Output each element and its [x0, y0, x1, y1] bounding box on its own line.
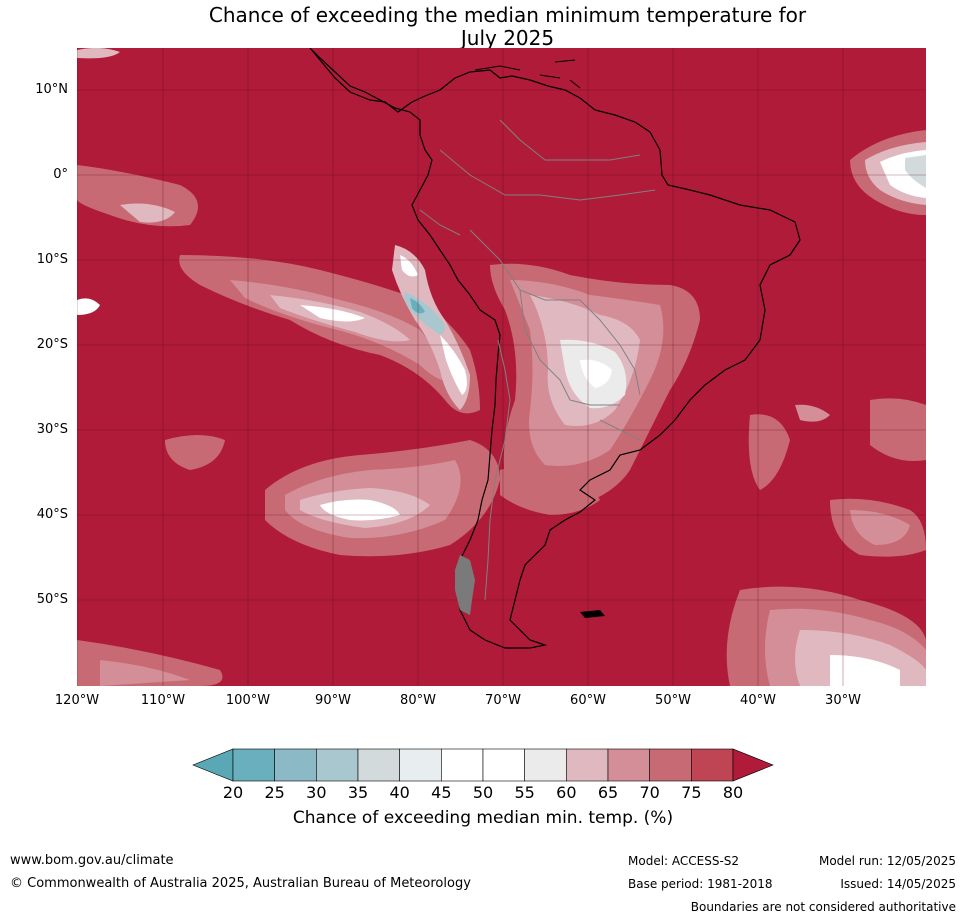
lon-label-80w: 80°W	[400, 693, 436, 708]
colorbar-cell	[316, 748, 359, 782]
map-background	[77, 48, 926, 686]
colorbar-tick-label: 20	[222, 783, 244, 802]
lat-label-10n: 10°N	[35, 82, 68, 97]
colorbar-cell	[691, 748, 734, 782]
footer-copyright: © Commonwealth of Australia 2025, Austra…	[10, 876, 471, 891]
colorbar-cell	[524, 748, 567, 782]
colorbar-cell	[649, 748, 692, 782]
title-line-2: July 2025	[460, 26, 555, 50]
colorbar-tick-label: 30	[306, 783, 327, 802]
contour-zones	[77, 48, 926, 686]
colorbar-tick-label: 55	[514, 783, 535, 802]
title-line-1: Chance of exceeding the median minimum t…	[208, 3, 807, 27]
colorbar-cells	[192, 748, 774, 782]
colorbar-tick-label: 45	[431, 783, 452, 802]
colorbar-tick-label: 70	[639, 783, 660, 802]
colorbar-tick-label: 65	[597, 783, 619, 802]
colorbar-cell	[441, 748, 484, 782]
footer-model: Model: ACCESS-S2	[628, 854, 740, 868]
footer-issued: Issued: 14/05/2025	[840, 877, 956, 891]
map-title: Chance of exceeding the median minimum t…	[0, 4, 965, 50]
colorbar-tick-label: 35	[347, 783, 369, 802]
lon-label-40w: 40°W	[740, 693, 776, 708]
colorbar-extend-high	[732, 748, 774, 782]
lat-label-10s: 10°S	[36, 252, 68, 267]
colorbar-tick-label: 80	[722, 783, 744, 802]
colorbar-label: Chance of exceeding median min. temp. (%…	[292, 808, 674, 828]
colorbar-cell	[232, 748, 275, 782]
graticule	[77, 48, 926, 686]
chile-archipelago	[455, 555, 475, 615]
colorbar-tick-label: 75	[681, 783, 702, 802]
colorbar-cell	[566, 748, 609, 782]
lat-label-20s: 20°S	[36, 337, 68, 352]
colorbar-tick-label: 25	[264, 783, 285, 802]
falkland-islands	[580, 610, 605, 618]
colorbar-cell	[607, 748, 650, 782]
footer-base-period: Base period: 1981-2018	[628, 877, 773, 891]
lon-label-110w: 110°W	[140, 693, 186, 708]
lon-label-70w: 70°W	[485, 693, 521, 708]
lon-label-90w: 90°W	[315, 693, 351, 708]
colorbar-cell	[399, 748, 442, 782]
national-borders	[419, 119, 656, 601]
lat-label-50s: 50°S	[36, 592, 68, 607]
colorbar-tick-label: 40	[389, 783, 410, 802]
lon-label-60w: 60°W	[570, 693, 606, 708]
footer-disclaimer: Boundaries are not considered authoritat…	[690, 900, 956, 914]
lon-label-30w: 30°W	[825, 693, 861, 708]
lon-label-100w: 100°W	[225, 693, 271, 708]
colorbar-cell	[482, 748, 525, 782]
lon-label-120w: 120°W	[54, 693, 100, 708]
colorbar-extend-low	[192, 748, 234, 782]
caribbean-coast	[474, 59, 581, 89]
lat-label-30s: 30°S	[36, 422, 68, 437]
lon-label-50w: 50°W	[655, 693, 691, 708]
colorbar-tick-label: 60	[556, 783, 577, 802]
colorbar-cell	[357, 748, 400, 782]
lat-label-40s: 40°S	[36, 507, 68, 522]
map-area	[77, 48, 926, 686]
footer-url: www.bom.gov.au/climate	[10, 853, 174, 868]
lat-label-0: 0°	[53, 167, 68, 182]
colorbar-tick-label: 50	[472, 783, 494, 802]
colorbar-cell	[274, 748, 317, 782]
south-america-coastline	[309, 48, 801, 649]
footer-model-run: Model run: 12/05/2025	[818, 854, 956, 868]
